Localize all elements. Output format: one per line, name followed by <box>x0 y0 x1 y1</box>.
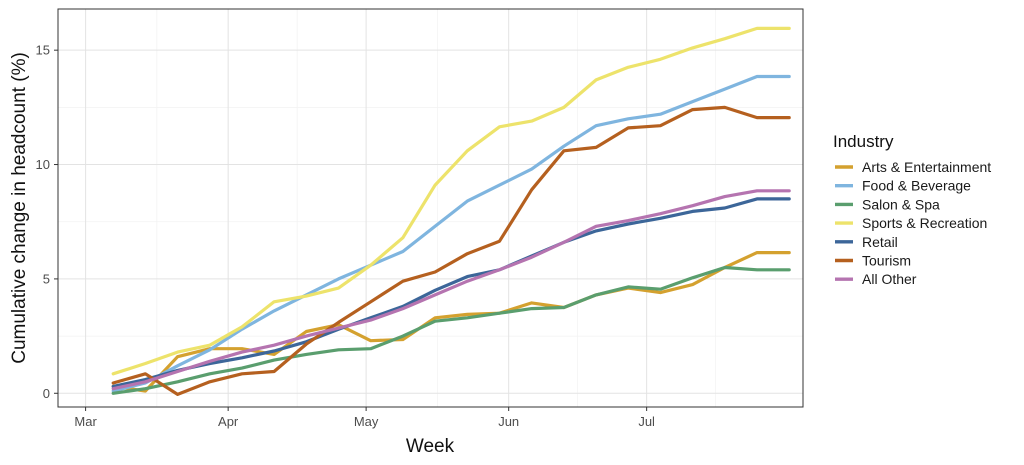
x-axis-title: Week <box>406 436 455 457</box>
series-line-5 <box>111 105 791 396</box>
x-tick-label: Apr <box>218 414 239 429</box>
series-layer <box>111 26 791 396</box>
legend-label: Food & Beverage <box>862 178 971 194</box>
legend-label: Tourism <box>862 253 911 269</box>
series-line-3 <box>111 26 791 376</box>
y-tick-label: 10 <box>36 157 50 172</box>
series-line-4 <box>111 197 791 388</box>
y-axis-title: Cumulative change in headcount (%) <box>9 52 30 364</box>
legend: Industry Arts & Entertainment Food & Beve… <box>833 132 991 287</box>
grid-layer <box>58 9 803 407</box>
plot-panel-background <box>58 9 803 407</box>
series-line-0 <box>111 251 791 393</box>
legend-label: Sports & Recreation <box>862 215 987 231</box>
x-tick-label: Jun <box>498 414 519 429</box>
legend-label: Retail <box>862 234 898 250</box>
series-line-1 <box>111 74 791 393</box>
legend-label: Arts & Entertainment <box>862 159 991 175</box>
plot-panel-border <box>57 8 804 408</box>
y-tick-label: 5 <box>43 271 50 286</box>
y-tick-label: 15 <box>36 43 50 58</box>
x-tick-label: Mar <box>74 414 97 429</box>
series-line-2 <box>111 265 791 395</box>
legend-label: Salon & Spa <box>862 196 940 212</box>
legend-label: All Other <box>862 271 917 287</box>
legend-title: Industry <box>833 132 894 151</box>
series-line-6 <box>111 189 791 391</box>
x-tick-label: Jul <box>638 414 655 429</box>
x-tick-label: May <box>354 414 379 429</box>
y-tick-label: 0 <box>43 386 50 401</box>
axis-layer: 0 5 10 15 Mar Apr May Jun Jul <box>36 43 656 429</box>
